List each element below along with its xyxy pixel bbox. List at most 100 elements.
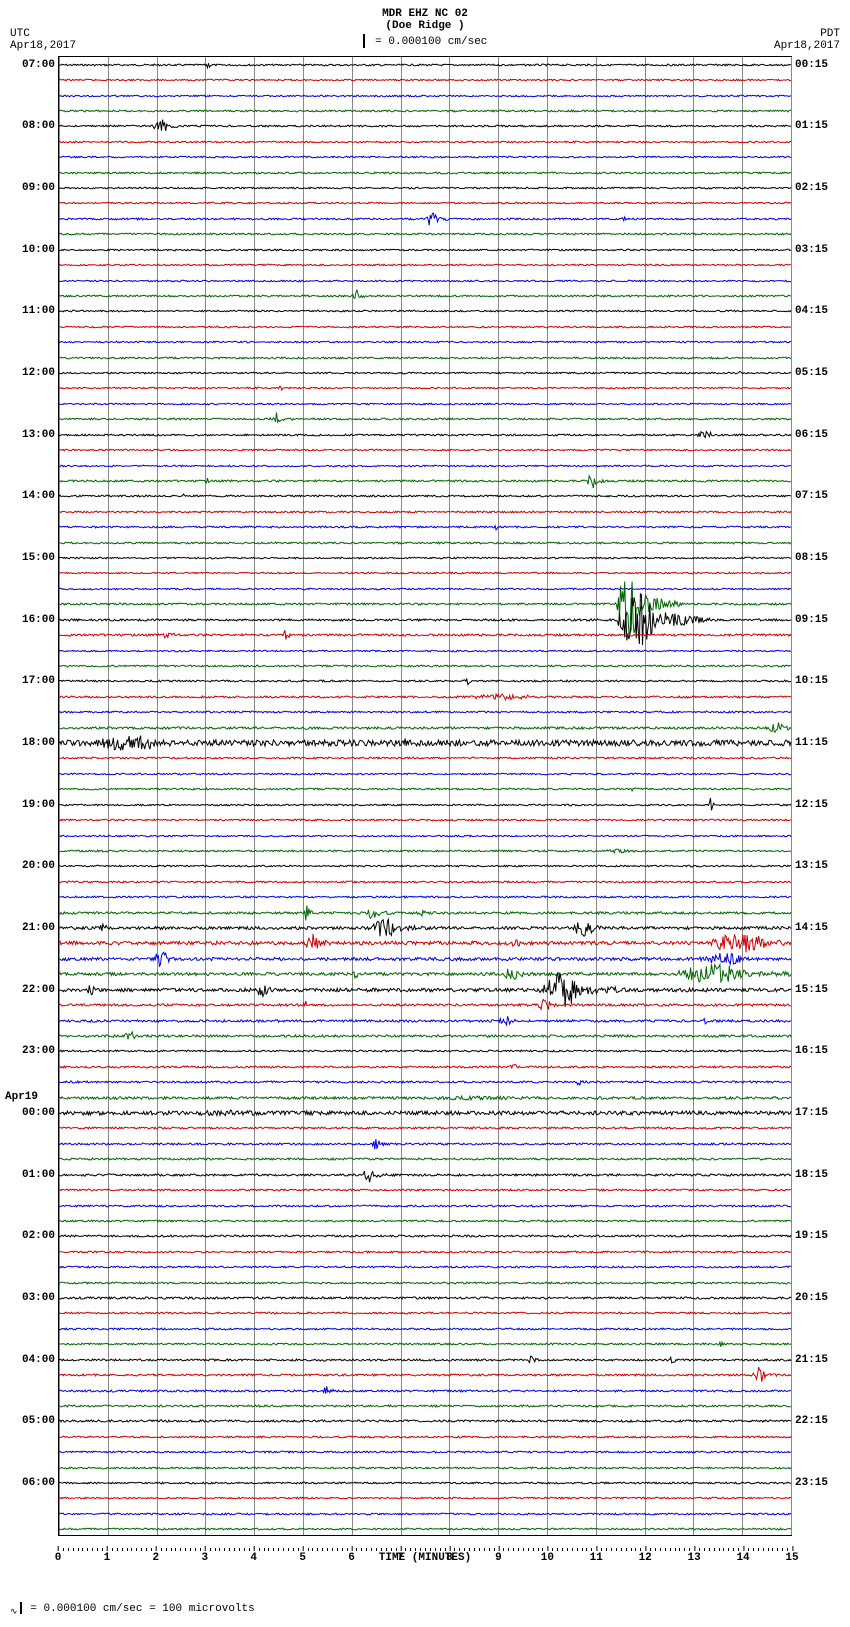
trace-row [59, 1113, 791, 1114]
trace-row [59, 481, 791, 482]
utc-time-label: 17:00 [5, 675, 55, 687]
trace-row [59, 851, 791, 852]
date-left: Apr18,2017 [10, 40, 76, 52]
trace-row [59, 1406, 791, 1407]
date-marker: Apr19 [5, 1091, 55, 1103]
trace-row [59, 1452, 791, 1453]
trace-row [59, 913, 791, 914]
pdt-time-label: 03:15 [795, 244, 845, 256]
trace-row [59, 1360, 791, 1361]
pdt-time-label: 07:15 [795, 490, 845, 502]
trace-row [59, 1344, 791, 1345]
pdt-time-label: 21:15 [795, 1354, 845, 1366]
x-tick: 14 [736, 1552, 749, 1564]
utc-time-label: 23:00 [5, 1045, 55, 1057]
pdt-time-label: 14:15 [795, 922, 845, 934]
trace-row [59, 1036, 791, 1037]
trace-row [59, 450, 791, 451]
x-tick: 5 [299, 1552, 306, 1564]
helicorder-plot: 07:0008:0009:0010:0011:0012:0013:0014:00… [58, 56, 792, 1536]
trace-row [59, 1514, 791, 1515]
x-axis: TIME (MINUTES) 0123456789101112131415 [58, 1552, 792, 1592]
trace-row [59, 1005, 791, 1006]
trace-row [59, 1267, 791, 1268]
utc-time-label: 11:00 [5, 305, 55, 317]
trace-row [59, 512, 791, 513]
trace-row [59, 1483, 791, 1484]
x-tick: 11 [590, 1552, 603, 1564]
utc-time-label: 01:00 [5, 1169, 55, 1181]
trace-row [59, 820, 791, 821]
utc-time-label: 15:00 [5, 552, 55, 564]
x-tick: 10 [541, 1552, 554, 1564]
utc-time-label: 21:00 [5, 922, 55, 934]
trace-row [59, 1098, 791, 1099]
trace-row [59, 1437, 791, 1438]
trace-row [59, 928, 791, 929]
pdt-time-label: 19:15 [795, 1230, 845, 1242]
trace-row [59, 1236, 791, 1237]
trace-row [59, 496, 791, 497]
trace-row [59, 219, 791, 220]
date-right: Apr18,2017 [774, 40, 840, 52]
trace-row [59, 265, 791, 266]
tz-right: PDT Apr18,2017 [774, 28, 840, 52]
pdt-time-label: 17:15 [795, 1107, 845, 1119]
utc-time-label: 06:00 [5, 1477, 55, 1489]
pdt-time-label: 00:15 [795, 59, 845, 71]
trace-row [59, 882, 791, 883]
trace-row [59, 1128, 791, 1129]
x-tick: 1 [104, 1552, 111, 1564]
x-axis-label: TIME (MINUTES) [58, 1552, 792, 1564]
trace-row [59, 1313, 791, 1314]
utc-time-label: 05:00 [5, 1415, 55, 1427]
trace-row [59, 142, 791, 143]
x-tick: 9 [495, 1552, 502, 1564]
trace-row [59, 388, 791, 389]
trace-row [59, 1051, 791, 1052]
station-name: (Doe Ridge ) [0, 20, 850, 32]
trace-row [59, 311, 791, 312]
x-tick: 0 [55, 1552, 62, 1564]
trace-row [59, 327, 791, 328]
trace-row [59, 789, 791, 790]
x-tick: 6 [348, 1552, 355, 1564]
utc-time-label: 04:00 [5, 1354, 55, 1366]
trace-row [59, 173, 791, 174]
utc-time-label: 16:00 [5, 614, 55, 626]
scale-bar-icon [363, 34, 365, 48]
trace-row [59, 897, 791, 898]
trace-row [59, 234, 791, 235]
trace-row [59, 774, 791, 775]
tz-right-label: PDT [774, 28, 840, 40]
pdt-time-label: 05:15 [795, 367, 845, 379]
trace-row [59, 111, 791, 112]
trace-row [59, 466, 791, 467]
trace-row [59, 635, 791, 636]
trace-row [59, 1529, 791, 1530]
trace-row [59, 651, 791, 652]
seismogram-container: MDR EHZ NC 02 (Doe Ridge ) = 0.000100 cm… [0, 0, 850, 1627]
trace-row [59, 126, 791, 127]
trace-row [59, 157, 791, 158]
pdt-time-label: 13:15 [795, 860, 845, 872]
pdt-time-label: 02:15 [795, 182, 845, 194]
trace-row [59, 1190, 791, 1191]
trace-row [59, 188, 791, 189]
utc-time-label: 12:00 [5, 367, 55, 379]
trace-row [59, 1498, 791, 1499]
utc-time-label: 13:00 [5, 429, 55, 441]
pdt-time-label: 10:15 [795, 675, 845, 687]
pdt-time-label: 06:15 [795, 429, 845, 441]
pdt-time-label: 11:15 [795, 737, 845, 749]
utc-time-label: 03:00 [5, 1292, 55, 1304]
trace-row [59, 1067, 791, 1068]
pdt-time-label: 23:15 [795, 1477, 845, 1489]
trace-row [59, 558, 791, 559]
footer-scale: ∿ = 0.000100 cm/sec = 100 microvolts [0, 1592, 850, 1627]
scale-text: = 0.000100 cm/sec [369, 36, 488, 48]
header: MDR EHZ NC 02 (Doe Ridge ) = 0.000100 cm… [0, 0, 850, 52]
utc-time-label: 19:00 [5, 799, 55, 811]
pdt-time-label: 04:15 [795, 305, 845, 317]
trace-row [59, 620, 791, 621]
